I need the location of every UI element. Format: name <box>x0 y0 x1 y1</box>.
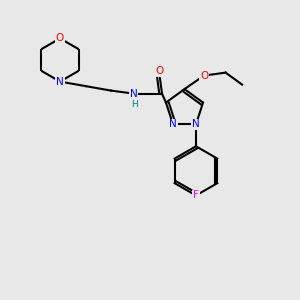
Text: O: O <box>200 70 208 81</box>
Text: O: O <box>155 66 163 76</box>
Text: N: N <box>56 76 64 87</box>
Text: F: F <box>193 190 199 200</box>
Text: N: N <box>130 88 137 99</box>
Text: N: N <box>169 119 177 129</box>
Text: H: H <box>132 100 138 109</box>
Text: N: N <box>192 119 200 129</box>
Text: O: O <box>56 33 64 43</box>
